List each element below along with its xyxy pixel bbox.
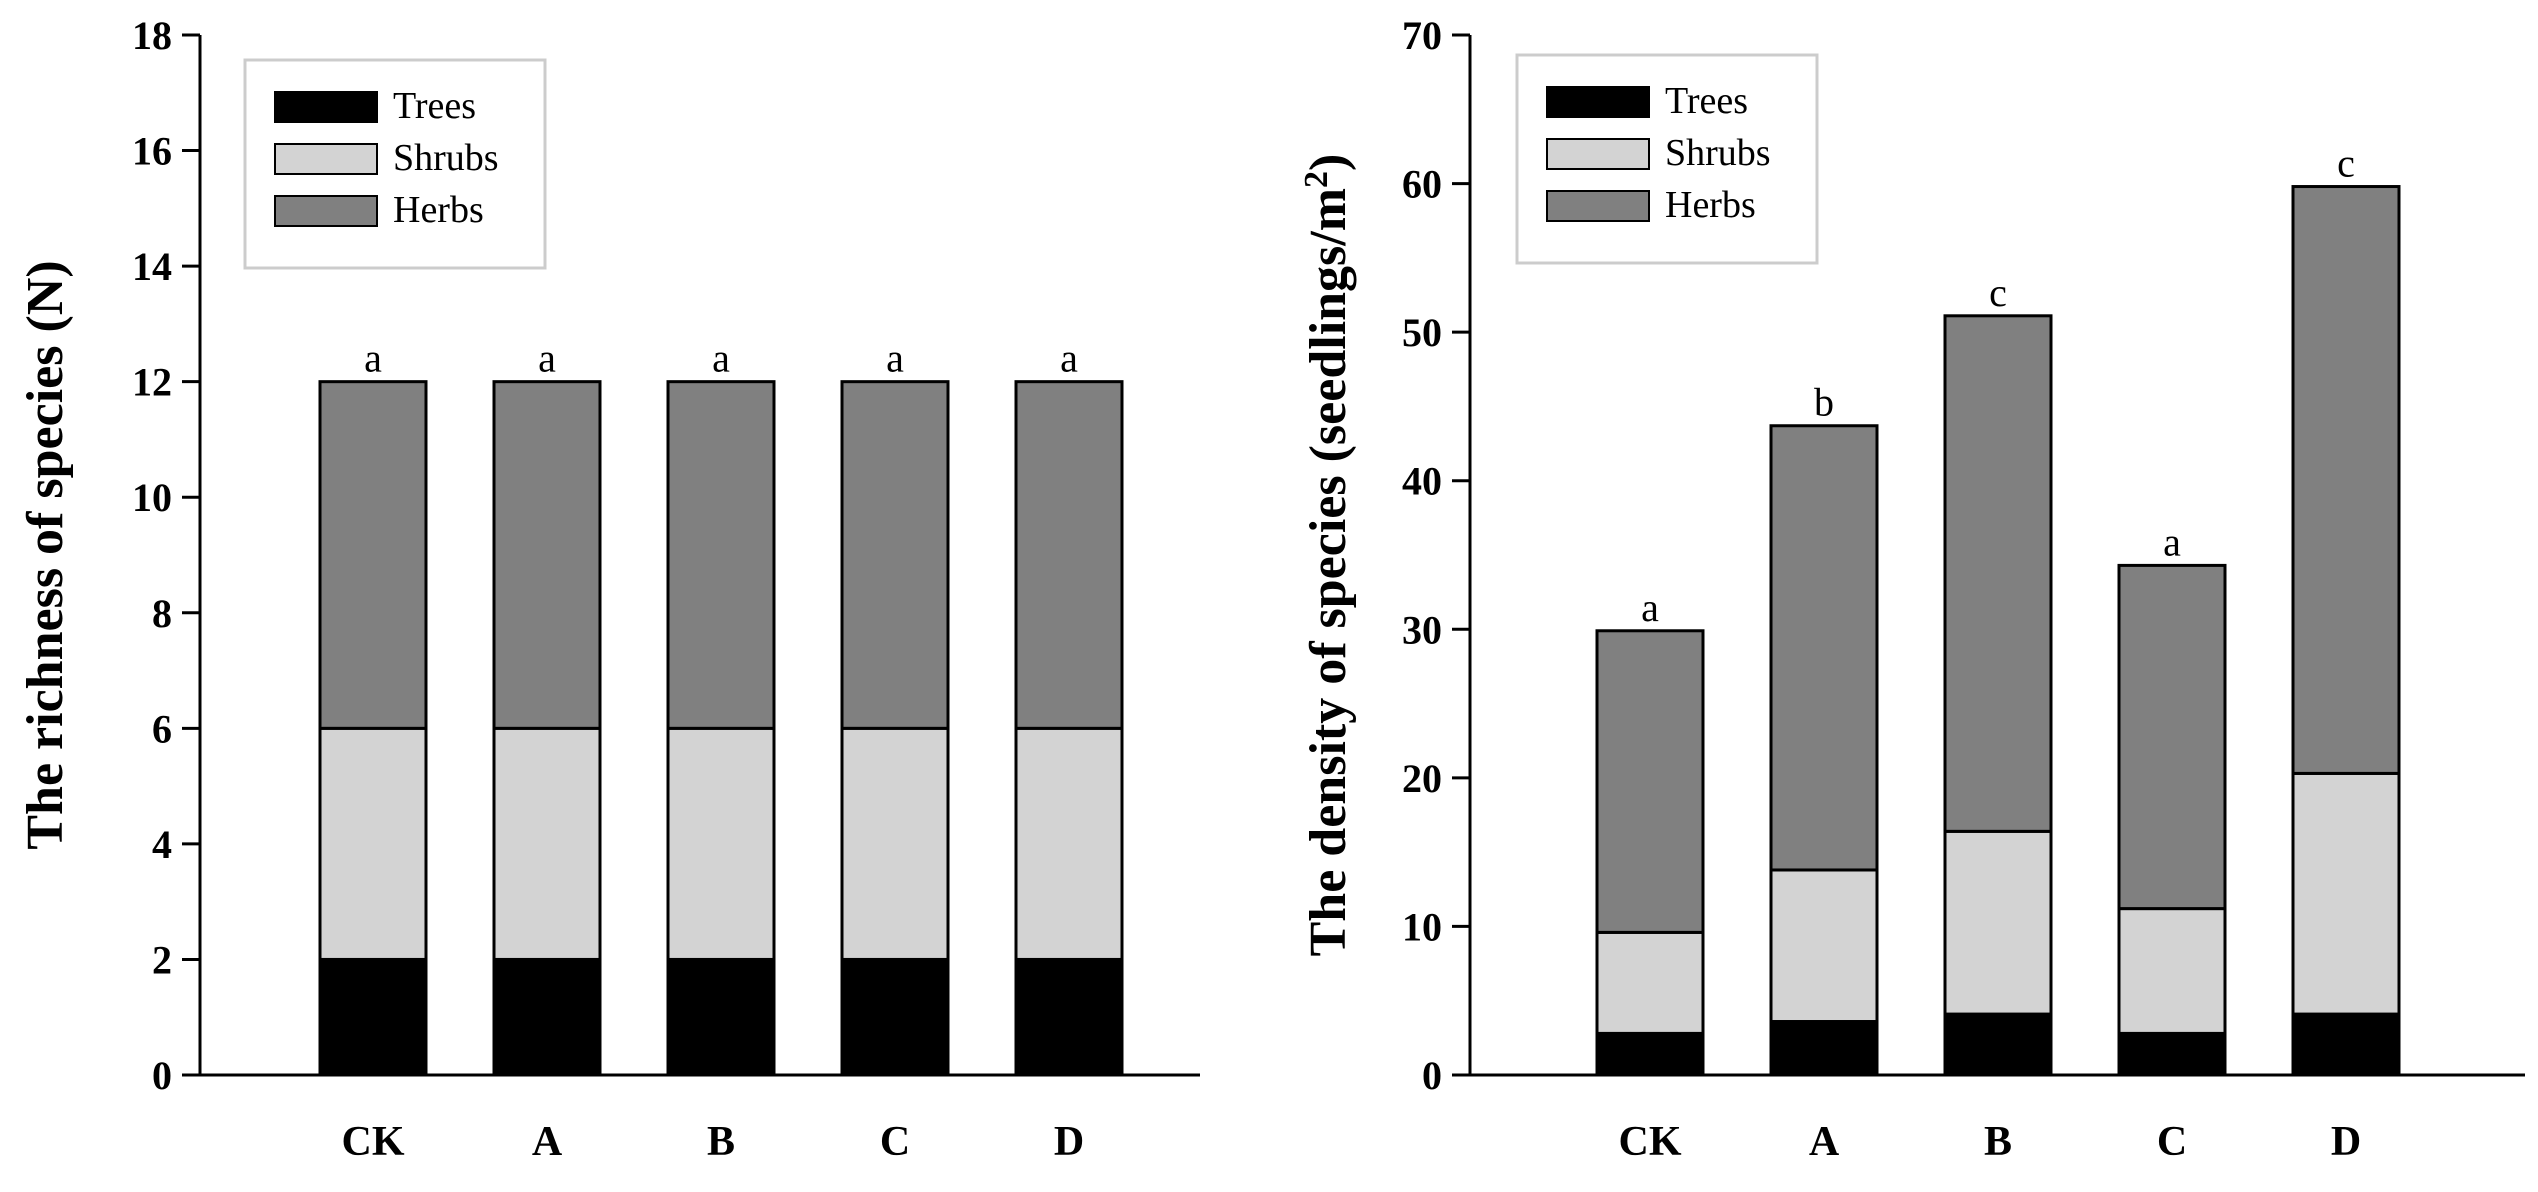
significance-label-c: a	[886, 336, 904, 381]
x-tick-label-d: D	[2331, 1119, 2361, 1165]
bar-herbs-a	[1769, 424, 1879, 872]
bar-shrubs-d	[2291, 771, 2401, 1016]
significance-label-d: a	[1060, 336, 1078, 381]
bar-trees-c	[840, 957, 950, 1077]
legend-swatch-shrubs	[274, 143, 378, 175]
bar-trees-a	[492, 957, 602, 1077]
bar-shrubs-c	[2117, 907, 2227, 1035]
legend-swatch-shrubs	[1546, 138, 1650, 170]
y-tick-label: 30	[1402, 607, 1442, 652]
y-tick-label: 16	[132, 129, 172, 174]
significance-label-c: a	[2163, 519, 2181, 564]
legend: Trees Shrubs Herbs	[243, 58, 547, 270]
chart-2: 0 10 20 30 40 50 60 70 The density of species (s…	[1298, 13, 2525, 1165]
y-axis-title: The density of species (seedlings/m2)	[1298, 154, 1358, 957]
y-tick-label: 6	[152, 706, 172, 751]
bar-shrubs-b	[1943, 829, 2053, 1016]
legend-swatch-trees	[274, 91, 378, 123]
bar-herbs-b	[1943, 314, 2053, 833]
legend-label-shrubs: Shrubs	[1665, 132, 1771, 174]
bar-trees-c	[2117, 1031, 2227, 1077]
legend-swatch-trees	[1546, 86, 1650, 118]
legend: Trees Shrubs Herbs	[1515, 53, 1819, 265]
x-tick-label-a: A	[1809, 1119, 1840, 1165]
y-tick-label: 40	[1402, 459, 1442, 504]
x-tick-label-c: C	[880, 1119, 910, 1165]
bar-herbs-c	[2117, 563, 2227, 911]
x-tick-label-b: B	[707, 1119, 735, 1165]
y-tick-label: 60	[1402, 162, 1442, 207]
bar-herbs-a	[492, 380, 602, 730]
bar-herbs-ck	[318, 380, 428, 730]
y-tick-label: 50	[1402, 310, 1442, 355]
significance-label-d: c	[2337, 141, 2355, 186]
y-tick-label: 14	[132, 244, 172, 289]
bar-trees-ck	[318, 957, 428, 1077]
significance-label-ck: a	[1641, 585, 1659, 630]
bar-shrubs-a	[1769, 868, 1879, 1024]
bar-shrubs-d	[1014, 726, 1124, 961]
legend-label-trees: Trees	[393, 85, 476, 127]
bar-trees-d	[2291, 1012, 2401, 1077]
bar-shrubs-b	[666, 726, 776, 961]
bar-herbs-d	[2291, 185, 2401, 775]
bar-herbs-b	[666, 380, 776, 730]
significance-label-ck: a	[364, 336, 382, 381]
legend-label-trees: Trees	[1665, 80, 1748, 122]
significance-label-b: a	[712, 336, 730, 381]
legend-swatch-herbs	[274, 195, 378, 227]
bar-trees-b	[1943, 1012, 2053, 1077]
bar-trees-a	[1769, 1020, 1879, 1077]
x-tick-label-c: C	[2157, 1119, 2187, 1165]
bar-trees-d	[1014, 957, 1124, 1077]
legend-swatch-herbs	[1546, 190, 1650, 222]
legend-label-herbs: Herbs	[393, 189, 484, 231]
bar-trees-b	[666, 957, 776, 1077]
y-tick-label: 70	[1402, 13, 1442, 58]
x-tick-label-ck: CK	[1619, 1119, 1682, 1165]
bar-trees-ck	[1595, 1031, 1705, 1077]
x-tick-label-a: A	[532, 1119, 563, 1165]
legend-label-shrubs: Shrubs	[393, 137, 499, 179]
bar-herbs-d	[1014, 380, 1124, 730]
chart-1: 0 2 4 6 8 10 12 14 16 18 The richness of species (…	[17, 13, 1200, 1165]
significance-label-a: b	[1814, 380, 1834, 425]
y-tick-label: 18	[132, 13, 172, 58]
significance-label-a: a	[538, 336, 556, 381]
bar-herbs-ck	[1595, 629, 1705, 934]
legend-label-herbs: Herbs	[1665, 184, 1756, 226]
bar-shrubs-ck	[1595, 930, 1705, 1035]
y-tick-label: 2	[152, 937, 172, 982]
y-tick-label: 8	[152, 591, 172, 636]
y-tick-label: 12	[132, 360, 172, 405]
bar-shrubs-c	[840, 726, 950, 961]
bar-shrubs-ck	[318, 726, 428, 961]
y-axis-title: The richness of species (N)	[17, 260, 74, 849]
y-tick-label: 20	[1402, 756, 1442, 801]
y-tick-label: 0	[1422, 1053, 1442, 1098]
x-tick-label-d: D	[1054, 1119, 1084, 1165]
x-tick-label-b: B	[1984, 1119, 2012, 1165]
y-tick-label: 0	[152, 1053, 172, 1098]
y-tick-label: 10	[132, 475, 172, 520]
x-tick-label-ck: CK	[342, 1119, 405, 1165]
bar-shrubs-a	[492, 726, 602, 961]
y-tick-label: 4	[152, 822, 172, 867]
y-tick-label: 10	[1402, 904, 1442, 949]
bar-herbs-c	[840, 380, 950, 730]
significance-label-b: c	[1989, 270, 2007, 315]
